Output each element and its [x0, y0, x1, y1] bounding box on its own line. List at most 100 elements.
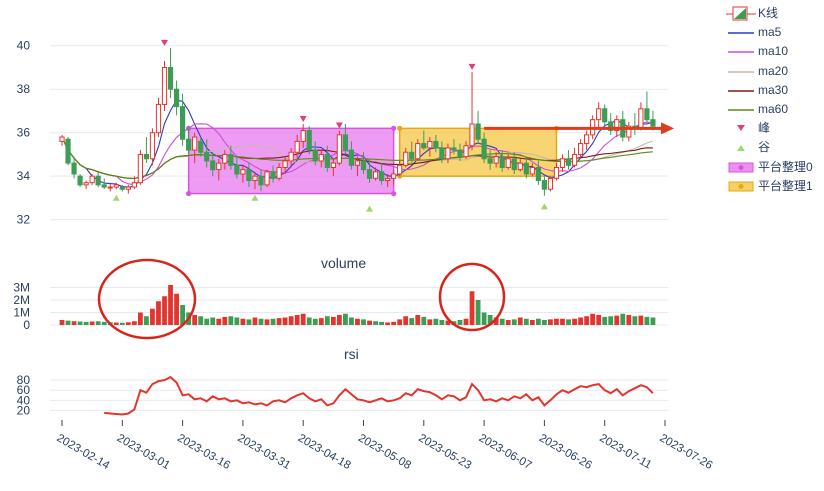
candle-body: [71, 162, 77, 175]
candle-body: [571, 153, 578, 166]
volume-bar: [608, 316, 614, 325]
volume-bar: [626, 315, 632, 325]
volume-bar: [101, 321, 107, 325]
candle-body: [523, 162, 529, 175]
volume-panel-title: volume: [321, 255, 367, 271]
candle-body: [421, 143, 427, 149]
candle-body: [77, 175, 83, 186]
legend-item[interactable]: 平台整理1: [726, 177, 824, 196]
volume-bar: [174, 293, 179, 325]
valley-marker: [540, 203, 548, 210]
volume-bar: [517, 317, 523, 325]
candle-body: [119, 186, 125, 190]
volume-bar: [439, 320, 445, 325]
rsi-tick-label: 60: [17, 383, 31, 397]
volume-bar: [282, 317, 288, 325]
volume-bar: [632, 316, 638, 325]
rsi-panel-title: rsi: [344, 346, 359, 362]
legend-label: 平台整理0: [758, 159, 813, 174]
volume-bar: [258, 318, 264, 325]
legend-item[interactable]: ma60: [726, 100, 824, 119]
rsi-tick-label: 40: [17, 393, 31, 407]
legend-item[interactable]: K线: [726, 4, 824, 23]
volume-bar: [131, 321, 137, 325]
volume-bar: [391, 321, 397, 325]
candle-body: [246, 169, 252, 182]
volume-bar: [620, 313, 626, 325]
platform-corner-marker: [391, 125, 397, 131]
volume-bar: [144, 316, 149, 325]
price-tick-label: 36: [17, 126, 31, 140]
volume-bar: [252, 317, 258, 325]
price-tick-label: 38: [17, 82, 31, 96]
legend-item[interactable]: ma10: [726, 42, 824, 61]
volume-bar: [204, 318, 210, 325]
volume-bar: [294, 315, 300, 325]
volume-bar: [83, 321, 89, 325]
volume-bar: [427, 319, 433, 325]
volume-bar: [487, 315, 493, 325]
candle-body: [559, 158, 566, 168]
x-tick-label: 2023-07-26: [658, 432, 715, 472]
x-tick-label: 2023-03-01: [115, 432, 172, 472]
volume-bar: [457, 320, 463, 325]
x-tick-label: 2023-04-18: [296, 432, 353, 472]
legend-label: ma60: [758, 101, 789, 116]
candle-body: [312, 149, 318, 162]
candle-body: [204, 151, 210, 162]
chart-legend[interactable]: K线 ma5 ma10 ma20 ma30 ma60 峰谷平台整理0 平台整理1: [726, 4, 824, 196]
candle-body: [517, 162, 523, 171]
volume-bar: [638, 315, 644, 325]
candle-body: [270, 171, 276, 179]
candle-body: [577, 143, 584, 155]
volume-bar: [650, 317, 656, 325]
volume-bar: [578, 317, 583, 325]
candle-body: [481, 138, 487, 160]
volume-bar: [403, 316, 409, 325]
candle-body: [342, 134, 349, 151]
candle-body: [210, 160, 216, 171]
platform-corner-marker: [391, 190, 397, 197]
volume-bar: [379, 321, 384, 325]
legend-item[interactable]: ma20: [726, 62, 824, 81]
candle-body: [276, 166, 282, 179]
candle-body: [264, 171, 270, 186]
volume-bar: [77, 321, 83, 325]
legend-box-marker: [738, 164, 744, 170]
volume-bar: [445, 320, 451, 325]
volume-bar: [198, 316, 204, 325]
volume-bar: [246, 319, 252, 325]
candle-body: [180, 106, 186, 140]
candle-body: [336, 134, 342, 164]
peak-valley-markers: [112, 39, 548, 212]
candle-body: [553, 166, 560, 179]
valley-marker: [366, 205, 374, 212]
legend-symbol: [728, 90, 754, 92]
volume-bar: [336, 315, 342, 325]
legend-item[interactable]: 谷: [726, 138, 824, 157]
candle-body: [403, 151, 409, 166]
candle-body: [626, 125, 632, 138]
candle-body: [143, 153, 150, 160]
legend-candle-fill: [734, 8, 746, 19]
volume-tick-label: 1M: [13, 306, 30, 320]
legend-label: ma5: [758, 25, 782, 40]
volume-bar: [397, 319, 403, 325]
volume-bar: [481, 312, 487, 325]
peak-marker: [468, 63, 476, 70]
volume-bar: [493, 317, 499, 325]
volume-bar: [596, 315, 602, 325]
legend-valley: [737, 145, 745, 152]
legend-item[interactable]: 平台整理0: [726, 158, 824, 177]
x-axis-ticks: 2023-02-14 2023-03-01 2023-03-16 2023-03-31…: [55, 420, 715, 472]
candle-body: [228, 153, 234, 166]
breakout-arrow: [484, 122, 675, 135]
legend-item[interactable]: 峰: [726, 119, 824, 138]
volume-bar: [433, 318, 439, 325]
candle-body: [107, 186, 113, 189]
x-tick-label: 2023-07-11: [597, 432, 653, 471]
legend-item[interactable]: ma5: [726, 23, 824, 42]
legend-item[interactable]: ma30: [726, 81, 824, 100]
volume-bar: [59, 320, 65, 325]
